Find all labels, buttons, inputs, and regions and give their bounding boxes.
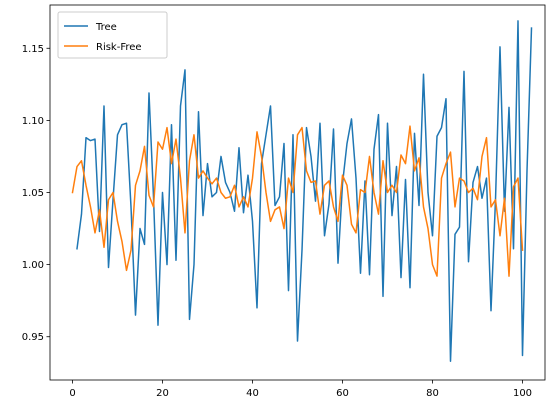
x-axis: 0 20 40 60 80 100 bbox=[69, 380, 532, 399]
y-tick-label: 1.15 bbox=[22, 44, 44, 55]
x-tick-label: 100 bbox=[513, 388, 532, 399]
y-tick-label: 0.95 bbox=[22, 332, 44, 343]
y-tick-label: 1.10 bbox=[22, 116, 44, 127]
y-axis: 0.95 1.00 1.05 1.10 1.15 bbox=[22, 44, 50, 343]
x-tick-label: 60 bbox=[336, 388, 349, 399]
series-line-risk-free bbox=[71, 125, 524, 277]
series-lines bbox=[71, 20, 533, 362]
x-tick-label: 40 bbox=[246, 388, 259, 399]
x-tick-label: 20 bbox=[156, 388, 169, 399]
x-tick-label: 80 bbox=[426, 388, 439, 399]
x-tick-label: 0 bbox=[69, 388, 75, 399]
legend: Tree Risk-Free bbox=[57, 11, 168, 59]
legend-label: Tree bbox=[95, 22, 117, 33]
legend-label: Risk-Free bbox=[96, 42, 142, 53]
series-line-tree bbox=[76, 20, 533, 362]
y-tick-label: 1.00 bbox=[22, 260, 44, 271]
y-tick-label: 1.05 bbox=[22, 188, 44, 199]
